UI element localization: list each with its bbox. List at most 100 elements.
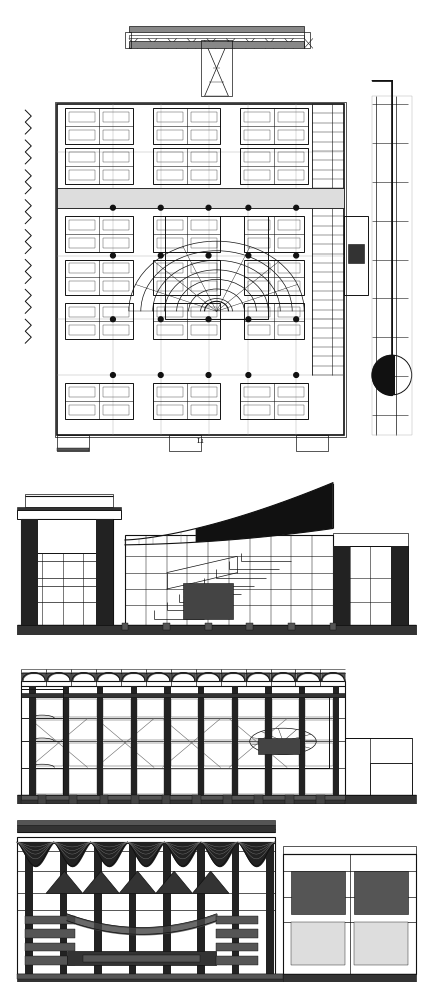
Bar [103,112,129,122]
Bar [17,837,275,973]
Bar [238,720,265,740]
Bar [169,434,200,450]
Bar [240,148,308,184]
Bar [232,842,239,973]
Bar [69,405,95,415]
Bar [205,623,211,630]
Bar [103,387,129,397]
Bar [200,41,233,96]
Bar [137,743,164,766]
Bar [157,387,183,397]
Bar [129,42,304,49]
Bar [60,842,67,973]
Bar [21,688,63,796]
Bar [21,688,63,796]
Bar [131,796,139,804]
Bar [69,282,95,292]
Bar [17,973,283,979]
Bar [191,219,216,229]
Bar [157,405,183,415]
Bar [183,582,233,619]
Bar [103,308,129,317]
Bar [69,152,95,162]
Bar [157,264,183,274]
Bar [69,170,95,180]
Bar [191,238,216,248]
Bar [63,685,69,796]
Bar [103,698,131,717]
Bar [246,623,253,630]
Bar [305,769,333,794]
Polygon shape [119,871,156,894]
Bar [21,796,346,801]
Bar [25,956,75,965]
Bar [103,264,129,274]
Bar [153,215,220,252]
Bar [36,698,63,717]
Bar [388,355,395,395]
Bar [333,685,339,796]
Bar [17,625,416,635]
Bar [191,152,216,162]
Bar [21,681,346,796]
Bar [278,282,300,292]
Circle shape [246,373,251,377]
Bar [157,130,183,140]
Bar [69,720,97,740]
Bar [278,170,304,180]
Bar [240,383,308,419]
Bar [346,738,370,796]
Bar [198,685,204,796]
Bar [244,152,270,162]
Bar [21,801,346,804]
Bar [103,769,131,794]
Bar [129,36,304,39]
Bar [129,27,304,33]
Bar [17,507,121,511]
Text: L₁: L₁ [197,436,204,444]
Bar [100,796,108,804]
Bar [17,511,121,519]
Bar [137,720,164,740]
Bar [244,215,304,252]
Bar [69,796,77,804]
Bar [271,720,299,740]
Bar [29,519,96,554]
Bar [330,623,336,630]
Bar [244,112,270,122]
Bar [25,916,75,925]
Polygon shape [83,871,119,894]
Bar [258,738,300,755]
Bar [157,308,183,317]
Bar [193,796,201,804]
Bar [103,325,129,335]
Bar [17,973,283,982]
Circle shape [206,205,211,210]
Bar [163,623,170,630]
Bar [391,547,408,625]
Bar [346,738,412,796]
Bar [125,535,333,625]
Polygon shape [192,871,229,894]
Bar [153,148,220,184]
Bar [204,698,232,717]
Circle shape [294,316,299,321]
Bar [97,685,103,796]
Bar [164,685,171,796]
Bar [316,796,325,804]
Bar [240,108,308,144]
Bar [216,942,258,951]
Bar [57,434,89,450]
Bar [21,693,346,697]
Bar [157,152,183,162]
Bar [163,842,171,973]
Bar [67,951,216,965]
Bar [38,796,46,804]
Bar [157,170,183,180]
Bar [304,33,310,49]
Bar [29,685,36,796]
Bar [191,170,216,180]
Bar [249,325,270,335]
Bar [249,219,270,229]
Bar [204,743,232,766]
